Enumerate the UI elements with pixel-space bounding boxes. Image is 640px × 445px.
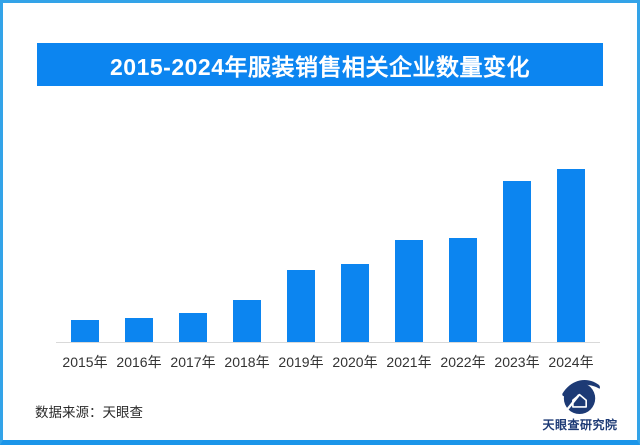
bar-column [58, 168, 112, 342]
x-axis-label: 2016年 [116, 354, 162, 370]
tianyancha-logo-icon [559, 378, 600, 415]
x-axis-label: 2020年 [332, 354, 378, 370]
bar-column [220, 168, 274, 342]
x-axis-label: 2019年 [278, 354, 324, 370]
bar-column [328, 168, 382, 342]
bar [179, 313, 207, 342]
bar-column [544, 168, 598, 342]
bar [125, 318, 153, 342]
bar-column [112, 168, 166, 342]
x-axis-line [56, 342, 600, 343]
bar-column [274, 168, 328, 342]
x-axis-label: 2018年 [224, 354, 270, 370]
x-axis-labels: 2015年 2016年 2017年 2018年 2019年 2020年 2021年 2022年… [58, 352, 598, 372]
bar-column [490, 168, 544, 342]
bar [395, 240, 423, 342]
title-banner: 2015-2024年服装销售相关企业数量变化 [37, 43, 603, 86]
x-axis-label: 2017年 [170, 354, 216, 370]
logo-text: 天眼查研究院 [542, 418, 618, 432]
bar [233, 300, 261, 342]
bar-column [382, 168, 436, 342]
bar-column [166, 168, 220, 342]
bar [341, 264, 369, 342]
x-axis-label: 2022年 [440, 354, 486, 370]
bar [503, 181, 531, 342]
bar-column [436, 168, 490, 342]
bar [287, 270, 315, 342]
x-axis-label: 2015年 [62, 354, 108, 370]
bar [449, 238, 477, 342]
source-label: 数据来源：天眼查 [35, 405, 143, 420]
x-axis-label: 2023年 [494, 354, 540, 370]
bar [557, 169, 585, 342]
x-axis-label: 2024年 [548, 354, 594, 370]
tianyancha-logo: 天眼查研究院 [538, 377, 622, 433]
chart-title: 2015-2024年服装销售相关企业数量变化 [110, 53, 530, 80]
bars-row [58, 168, 598, 342]
bar [71, 320, 99, 342]
x-axis-label: 2021年 [386, 354, 432, 370]
